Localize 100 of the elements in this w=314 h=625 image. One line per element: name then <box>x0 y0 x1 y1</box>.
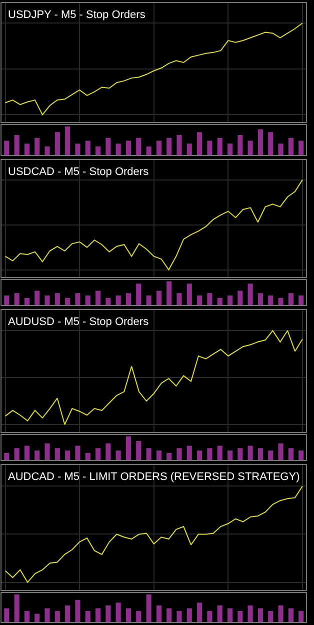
bar <box>116 295 121 305</box>
bar <box>207 448 212 460</box>
bar <box>176 610 182 622</box>
bar <box>116 144 121 155</box>
bar <box>186 284 192 305</box>
bar <box>176 135 182 155</box>
bar <box>126 293 132 305</box>
bar <box>136 138 142 155</box>
bar <box>238 135 243 155</box>
bar <box>85 610 90 622</box>
bar <box>54 610 60 622</box>
bar <box>116 602 121 622</box>
bar <box>227 144 233 155</box>
bar <box>258 608 263 622</box>
bar <box>24 610 30 622</box>
bar <box>106 443 111 460</box>
bar <box>65 450 70 460</box>
bar <box>4 295 10 305</box>
bar <box>176 293 182 305</box>
bar <box>146 295 152 305</box>
bar <box>14 293 20 305</box>
bar <box>75 144 80 155</box>
bar <box>95 608 101 622</box>
bar <box>227 608 233 622</box>
bar <box>24 446 30 460</box>
bar <box>106 298 111 305</box>
bar <box>75 293 80 305</box>
chart-title: AUDCAD - M5 - LIMIT ORDERS (REVERSED STRATEGY) <box>8 471 300 483</box>
bar <box>44 608 50 622</box>
bar <box>95 448 101 460</box>
bar <box>217 138 222 155</box>
bar <box>227 450 233 460</box>
bar <box>24 144 30 155</box>
bar <box>278 443 284 460</box>
bar <box>258 293 263 305</box>
bar <box>156 450 162 460</box>
bar <box>258 448 263 460</box>
bar <box>217 446 222 460</box>
bar <box>288 608 294 622</box>
bar <box>54 132 60 155</box>
bar <box>197 602 202 622</box>
bar <box>217 605 222 622</box>
bar <box>197 450 202 460</box>
bar <box>258 129 263 155</box>
bar <box>268 132 274 155</box>
chart-title: USDJPY - M5 - Stop Orders <box>8 9 146 21</box>
bar <box>197 295 202 305</box>
chart-title: AUDUSD - M5 - Stop Orders <box>8 316 150 328</box>
bar <box>186 446 192 460</box>
bar <box>65 605 70 622</box>
bar <box>248 284 253 305</box>
bar <box>75 600 80 622</box>
bar <box>34 290 40 305</box>
bar <box>126 436 132 460</box>
bar <box>85 140 90 155</box>
bar <box>54 293 60 305</box>
bar <box>227 295 233 305</box>
bar <box>106 605 111 622</box>
bar <box>136 284 142 305</box>
bar <box>14 448 20 460</box>
bar <box>288 293 294 305</box>
bar <box>298 450 304 460</box>
bar <box>106 138 111 155</box>
bar <box>268 610 274 622</box>
bar <box>288 138 294 155</box>
bar <box>268 450 274 460</box>
bar <box>34 450 40 460</box>
bar <box>44 146 50 155</box>
bar <box>34 138 40 155</box>
bar <box>95 146 101 155</box>
bar <box>197 132 202 155</box>
bar <box>14 135 20 155</box>
bar <box>136 440 142 460</box>
bar <box>136 610 142 622</box>
bar <box>298 295 304 305</box>
bar <box>75 446 80 460</box>
bar <box>54 448 60 460</box>
bar <box>298 610 304 622</box>
bar <box>156 290 162 305</box>
bar <box>85 452 90 460</box>
bar <box>278 298 284 305</box>
bar <box>166 452 172 460</box>
bar <box>176 448 182 460</box>
bar <box>116 450 121 460</box>
bar <box>156 605 162 622</box>
bar <box>166 281 172 305</box>
bar <box>217 298 222 305</box>
bar <box>85 295 90 305</box>
bar <box>126 608 132 622</box>
bar <box>44 295 50 305</box>
bar <box>278 144 284 155</box>
bar <box>248 605 253 622</box>
bar <box>4 140 10 155</box>
bar <box>186 144 192 155</box>
bar <box>44 443 50 460</box>
bar <box>207 293 212 305</box>
bar <box>4 608 10 622</box>
bar <box>238 610 243 622</box>
bar <box>268 295 274 305</box>
bar <box>207 610 212 622</box>
